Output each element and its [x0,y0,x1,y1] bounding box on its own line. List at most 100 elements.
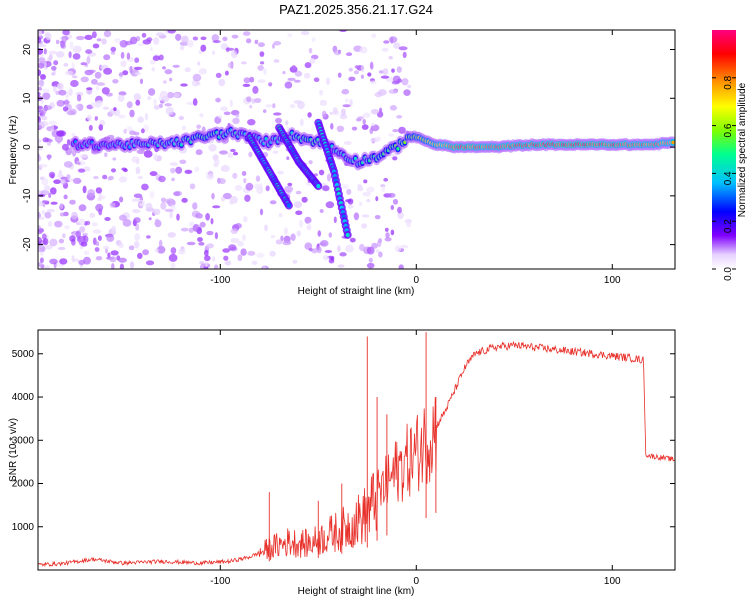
noise-cell [38,261,43,268]
noise-cell [75,104,80,109]
noise-cell [48,50,57,55]
noise-cell [47,221,53,227]
noise-cell [348,76,356,82]
noise-cell [232,172,238,179]
noise-cell [62,106,69,112]
noise-cell [198,68,207,75]
noise-cell [39,257,44,264]
noise-cell [388,89,398,94]
noise-cell [118,72,124,77]
noise-cell [390,36,394,44]
noise-cell [366,262,375,269]
noise-cell [72,45,82,53]
noise-cell [299,118,304,127]
noise-cell [123,128,127,134]
noise-cell [91,222,98,227]
noise-cell [40,74,46,80]
noise-cell [379,107,383,113]
noise-cell [179,45,185,51]
noise-cell [162,80,167,84]
noise-cell [194,166,200,172]
noise-cell [391,68,395,73]
noise-cell [62,233,66,239]
noise-cell [71,211,78,220]
noise-cell [308,247,313,252]
noise-cell [139,78,144,85]
noise-cell [232,151,239,156]
noise-cell [326,173,332,182]
noise-cell [205,213,211,221]
noise-cell [63,194,68,200]
noise-cell [389,105,397,111]
noise-cell [257,79,266,84]
noise-cell [110,46,117,53]
snr-series [38,332,675,568]
noise-cell [307,112,312,118]
noise-cell [38,62,45,69]
noise-cell [112,157,117,161]
noise-cell [111,263,115,269]
noise-cell [254,39,259,45]
noise-cell [362,112,371,118]
noise-cell [68,88,73,96]
noise-cell [169,77,173,82]
noise-cell [126,52,131,60]
noise-cell [117,94,125,103]
noise-cell [44,244,53,250]
noise-cell [98,124,104,131]
noise-cell [296,230,302,237]
noise-cell [56,130,65,137]
noise-cell [162,66,166,70]
noise-cell [197,213,203,219]
noise-cell [128,245,135,251]
noise-cell [55,51,65,58]
noise-cell [370,122,376,127]
noise-cell [244,194,251,202]
noise-cell [152,55,160,61]
noise-cell [401,78,409,86]
noise-cell [214,97,222,103]
noise-cell [287,182,293,187]
noise-cell [246,96,252,103]
noise-cell [86,87,93,91]
noise-cell [263,109,267,113]
noise-cell [186,101,195,106]
noise-cell [295,190,302,195]
noise-cell [113,107,117,112]
noise-cell [402,51,407,59]
noise-cell [58,89,67,96]
noise-cell [40,108,47,115]
noise-cell [322,255,329,261]
y-tick-label: 3000 [12,435,35,446]
noise-cell [134,57,140,63]
snr-line [38,340,675,568]
noise-cell [234,184,243,191]
noise-cell [237,254,243,262]
noise-cell [103,67,113,75]
noise-cell [321,110,327,118]
noise-cell [153,98,157,106]
noise-cell [218,78,226,87]
colorbar-tick-label: 0.4 [723,171,734,185]
y-tick-label: 0 [22,144,33,150]
noise-cell [328,232,333,238]
noise-cell [42,238,49,246]
noise-cell [38,236,42,244]
noise-cell [82,232,88,236]
noise-cell [293,201,303,209]
noise-cell [348,67,353,72]
y-tick-label: 5000 [12,349,35,360]
noise-cell [95,85,100,91]
noise-cell [396,115,403,119]
noise-cell [278,213,283,218]
noise-cell [114,38,121,44]
noise-cell [292,259,298,264]
noise-cell [231,34,239,39]
noise-cell [232,117,240,125]
snr-x-label: Height of straight line (km) [298,586,415,597]
noise-cell [223,111,231,116]
noise-cell [106,234,115,242]
noise-cell [227,62,234,69]
noise-cell [220,43,228,50]
noise-cell [69,235,76,242]
